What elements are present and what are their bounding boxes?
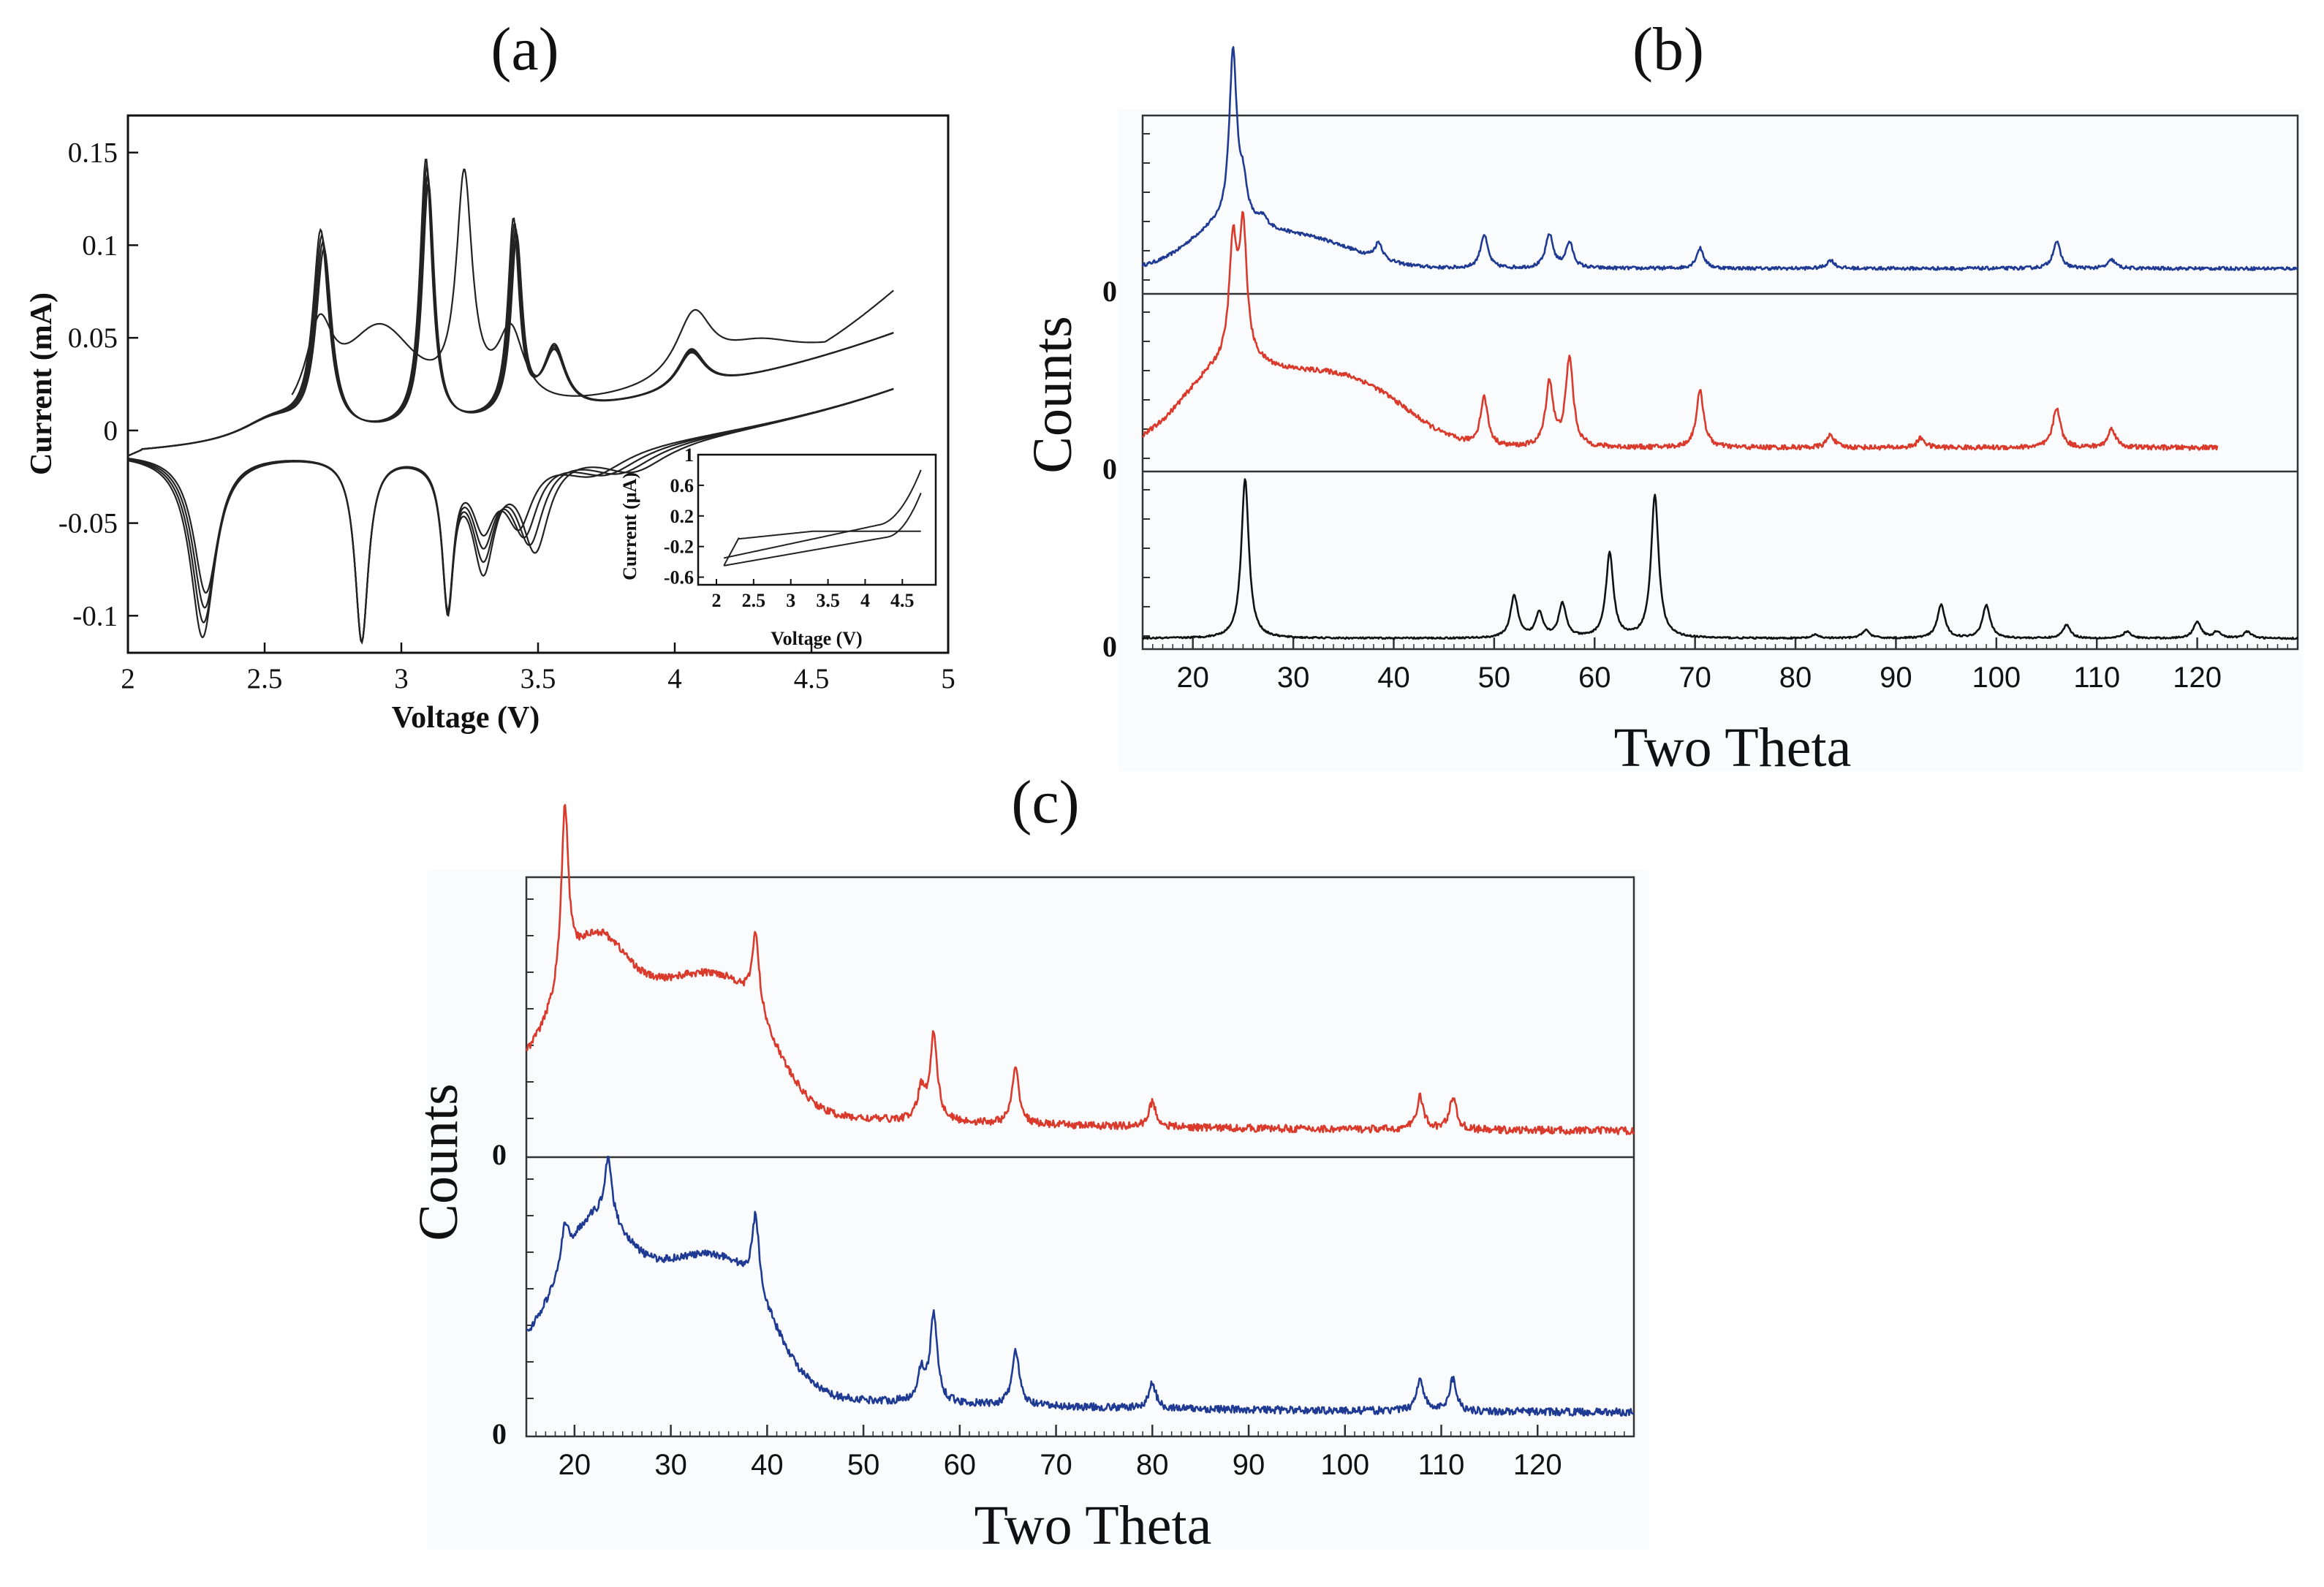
inset-x-tick-label: 2.5 (742, 590, 766, 611)
panel-b-zero-2: 0 (1102, 452, 1117, 485)
b-x-tick-label: 50 (1478, 662, 1511, 694)
a-y-tick-label: 0.1 (82, 230, 118, 261)
inset-frame (697, 453, 937, 586)
c-series-top (525, 803, 1635, 1135)
panel-a-x-ticks: 2 2.5 3 3.5 4 4.5 5 (121, 643, 955, 694)
c-x-tick-label: 70 (1040, 1449, 1072, 1481)
panel-c-x-label: Two Theta (974, 1495, 1212, 1556)
inset-x-tick-label: 2 (712, 590, 722, 611)
a-x-tick-label: 4 (667, 663, 682, 694)
panel-c-background (428, 870, 1649, 1550)
a-y-tick-label: -0.05 (58, 508, 118, 539)
panel-label-c: (c) (1011, 768, 1079, 836)
inset-x-tick-label: 3.5 (816, 590, 840, 611)
a-x-tick-label: 5 (941, 663, 955, 694)
inset-x-tick-label: 4 (860, 590, 870, 611)
a-y-tick-label: 0.15 (68, 137, 118, 169)
a-y-tick-label: 0.05 (68, 322, 118, 354)
inset-first-cycle (723, 530, 921, 567)
panel-b-x-ticks: 20 30 40 50 60 70 80 90 100 110 120 (1142, 637, 2298, 694)
b-x-tick-label: 60 (1578, 662, 1611, 694)
panel-b-zero-3: 0 (1102, 630, 1117, 663)
c-x-tick-label: 60 (944, 1449, 977, 1481)
a-x-tick-label: 4.5 (794, 663, 830, 694)
panel-c-curves (525, 803, 1635, 1417)
a-y-tick-label: 0 (104, 415, 118, 447)
panel-b-curves (1141, 46, 2299, 640)
a-x-tick-label: 2.5 (247, 663, 283, 694)
panel-c-zero-2: 0 (492, 1417, 507, 1450)
inset-x-tick-label: 3 (786, 590, 795, 611)
panel-c-y-label: Counts (408, 1083, 469, 1241)
panel-c-x-ticks: 20 30 40 50 60 70 80 90 100 110 120 (526, 1425, 1635, 1481)
inset-y-tick-label: 1 (684, 444, 694, 466)
a-y-tick-label: -0.1 (72, 600, 118, 632)
b-x-tick-label: 20 (1176, 662, 1209, 694)
inset-y-tick-label: -0.2 (664, 537, 694, 558)
inset-y-tick-label: 0.6 (670, 475, 694, 496)
b-series-middle (1142, 211, 2219, 451)
panel-a-x-label: Voltage (V) (392, 701, 540, 735)
a-x-tick-label: 3.5 (521, 663, 556, 694)
panel-c-left-ticks (526, 898, 534, 1399)
b-series-bottom (1141, 478, 2299, 640)
a-first-anodic-cycle (291, 168, 894, 397)
b-x-tick-label: 80 (1779, 662, 1812, 694)
panel-a-inset: 1 0.6 0.2 -0.2 -0.6 2 2.5 3 3.5 4 4.5 Voltage (V)… (619, 444, 937, 649)
b-series-top (1141, 46, 2299, 271)
inset-y-ticks: 1 0.6 0.2 -0.2 -0.6 (664, 444, 704, 588)
c-x-tick-label: 40 (751, 1449, 784, 1481)
panel-label-a: (a) (491, 15, 559, 83)
panel-label-b: (b) (1632, 15, 1704, 83)
panel-a-curves (127, 158, 894, 645)
c-x-tick-label: 50 (847, 1449, 880, 1481)
a-cathodic-cycle-4 (127, 388, 894, 645)
b-x-tick-label: 110 (2073, 662, 2120, 694)
c-x-tick-label: 100 (1320, 1449, 1369, 1481)
panel-c-zero-1: 0 (492, 1138, 507, 1171)
inset-y-tick-label: 0.2 (670, 506, 694, 527)
panel-b-frame (1141, 114, 2299, 651)
inset-y-tick-label: -0.6 (664, 567, 694, 588)
c-x-tick-label: 110 (1418, 1449, 1465, 1481)
panel-b-x-label: Two Theta (1614, 717, 1852, 779)
inset-upper-curve (723, 469, 922, 559)
inset-curves (723, 469, 922, 567)
inset-x-label: Voltage (V) (771, 628, 862, 649)
panel-a-y-ticks: 0.15 0.1 0.05 0 -0.05 -0.1 (58, 137, 138, 632)
b-x-tick-label: 120 (2173, 662, 2222, 694)
c-series-bottom (526, 1156, 1635, 1417)
c-x-tick-label: 80 (1136, 1449, 1169, 1481)
inset-y-label: Current (μA) (619, 472, 640, 580)
panel-b-y-label: Counts (1022, 316, 1083, 473)
panel-b: 20 30 40 50 60 70 80 90 100 110 120 0 0 0 Two Thet… (1022, 46, 2303, 779)
panel-a: 0.15 0.1 0.05 0 -0.05 -0.1 2 2.5 3 3.5 4 4.5 5 Volt… (25, 114, 955, 735)
inset-x-tick-label: 4.5 (890, 590, 915, 611)
panel-c: 20 30 40 50 60 70 80 90 100 110 120 0 0 Two Theta … (408, 803, 1649, 1556)
inset-x-ticks: 2 2.5 3 3.5 4 4.5 (712, 579, 915, 611)
a-anodic-cycle-4 (127, 179, 894, 457)
c-x-tick-label: 90 (1233, 1449, 1265, 1481)
b-x-tick-label: 30 (1277, 662, 1310, 694)
c-x-tick-label: 30 (654, 1449, 687, 1481)
b-x-tick-label: 70 (1678, 662, 1711, 694)
a-x-tick-label: 3 (394, 663, 409, 694)
inset-lower-curve (724, 493, 922, 567)
b-x-tick-label: 100 (1972, 662, 2021, 694)
panel-a-y-label: Current (mA) (25, 292, 58, 475)
b-x-tick-label: 90 (1880, 662, 1912, 694)
c-x-tick-label: 120 (1513, 1449, 1562, 1481)
b-x-tick-label: 40 (1377, 662, 1410, 694)
a-x-tick-label: 2 (121, 663, 135, 694)
panel-b-zero-1: 0 (1102, 275, 1117, 308)
c-x-tick-label: 20 (559, 1449, 591, 1481)
panel-b-left-ticks (1143, 133, 1150, 637)
